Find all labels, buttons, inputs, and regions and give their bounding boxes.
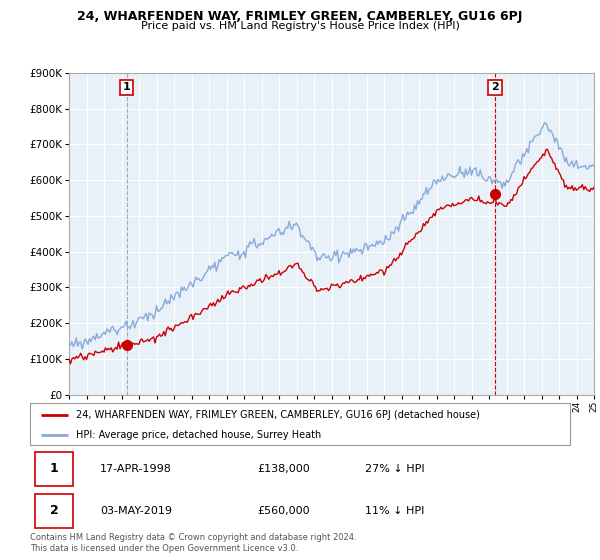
FancyBboxPatch shape [30, 403, 570, 445]
Text: 27% ↓ HPI: 27% ↓ HPI [365, 464, 424, 474]
Text: Contains HM Land Registry data © Crown copyright and database right 2024.
This d: Contains HM Land Registry data © Crown c… [30, 533, 356, 553]
Text: 1: 1 [50, 463, 59, 475]
Text: HPI: Average price, detached house, Surrey Heath: HPI: Average price, detached house, Surr… [76, 430, 321, 440]
Text: Price paid vs. HM Land Registry's House Price Index (HPI): Price paid vs. HM Land Registry's House … [140, 21, 460, 31]
Text: £138,000: £138,000 [257, 464, 310, 474]
Text: 03-MAY-2019: 03-MAY-2019 [100, 506, 172, 516]
Text: £560,000: £560,000 [257, 506, 310, 516]
Text: 24, WHARFENDEN WAY, FRIMLEY GREEN, CAMBERLEY, GU16 6PJ: 24, WHARFENDEN WAY, FRIMLEY GREEN, CAMBE… [77, 10, 523, 22]
Text: 17-APR-1998: 17-APR-1998 [100, 464, 172, 474]
Text: 11% ↓ HPI: 11% ↓ HPI [365, 506, 424, 516]
Text: 24, WHARFENDEN WAY, FRIMLEY GREEN, CAMBERLEY, GU16 6PJ (detached house): 24, WHARFENDEN WAY, FRIMLEY GREEN, CAMBE… [76, 410, 480, 420]
Text: 2: 2 [491, 82, 499, 92]
FancyBboxPatch shape [35, 452, 73, 486]
Text: 2: 2 [50, 505, 59, 517]
Text: 1: 1 [122, 82, 130, 92]
FancyBboxPatch shape [35, 494, 73, 528]
